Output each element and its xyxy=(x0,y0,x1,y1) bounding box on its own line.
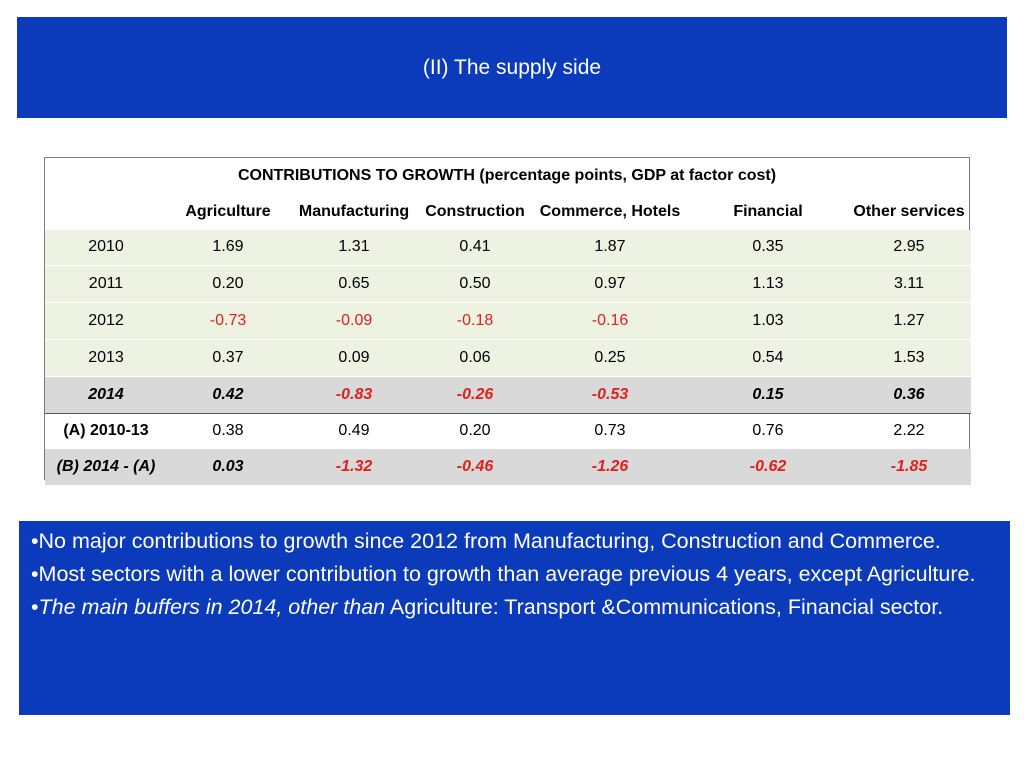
column-header: Other services xyxy=(853,202,965,220)
table-cell: 1.53 xyxy=(847,339,971,377)
row-label: 2013 xyxy=(45,339,167,377)
table-cell: -1.85 xyxy=(847,449,971,486)
bullet-text: Most sectors with a lower contribution t… xyxy=(38,562,976,586)
table-cell: 0.20 xyxy=(459,422,491,440)
growth-table-container: CONTRIBUTIONS TO GROWTH (percentage poin… xyxy=(44,157,971,486)
table-cell: -1.26 xyxy=(531,449,689,486)
table-row: 2010 1.69 1.31 0.41 1.87 0.35 2.95 xyxy=(45,229,971,267)
row-label: (B) 2014 - (A) xyxy=(45,449,167,486)
column-header: Financial xyxy=(733,202,803,220)
table-cell: 2.95 xyxy=(847,229,971,267)
bullet-item: •No major contributions to growth since … xyxy=(31,529,941,553)
bullet-text: Agriculture: Transport &Communications, … xyxy=(385,595,944,619)
table-cell: -0.83 xyxy=(289,376,419,414)
table-cell: 0.65 xyxy=(289,265,419,304)
table-cell: 0.25 xyxy=(531,339,689,377)
table-cell: 0.09 xyxy=(289,339,419,377)
table-cell: -0.26 xyxy=(419,376,531,414)
table-cell: 0.97 xyxy=(531,265,689,304)
table-row-difference: (B) 2014 - (A) 0.03 -1.32 -0.46 -1.26 -0… xyxy=(45,449,971,486)
table-cell: 1.87 xyxy=(531,229,689,267)
table-header-row: Agriculture Manufacturing Construction C… xyxy=(45,194,971,230)
table-cell: 0.15 xyxy=(689,376,847,414)
table-cell: -0.16 xyxy=(531,302,689,340)
row-label: 2011 xyxy=(45,265,167,304)
row-label: (A) 2010-13 xyxy=(63,422,149,440)
table-cell: 3.11 xyxy=(847,265,971,304)
table-cell: 0.35 xyxy=(689,229,847,267)
slide-title: (II) The supply side xyxy=(422,55,602,79)
table-cell: 0.42 xyxy=(167,376,289,414)
table-cell: 0.06 xyxy=(419,339,531,377)
growth-table: CONTRIBUTIONS TO GROWTH (percentage poin… xyxy=(45,158,971,486)
table-cell: -0.46 xyxy=(419,449,531,486)
row-label: 2012 xyxy=(45,302,167,340)
table-cell: 0.36 xyxy=(847,376,971,414)
table-cell: 2.22 xyxy=(893,422,925,440)
column-header: Agriculture xyxy=(185,202,271,220)
table-cell: 0.41 xyxy=(419,229,531,267)
table-cell: 0.03 xyxy=(167,449,289,486)
table-cell: 0.54 xyxy=(689,339,847,377)
bullet-item: •Most sectors with a lower contribution … xyxy=(31,562,976,586)
title-banner: (II) The supply side xyxy=(17,17,1007,118)
table-cell: 0.76 xyxy=(752,422,784,440)
bullet-item: •The main buffers in 2014, other than Ag… xyxy=(31,595,944,619)
table-cell: -0.09 xyxy=(289,302,419,340)
table-cell: -0.62 xyxy=(689,449,847,486)
table-cell: -1.32 xyxy=(289,449,419,486)
table-cell: 1.31 xyxy=(289,229,419,267)
table-cell: 0.38 xyxy=(212,422,244,440)
table-cell: 0.37 xyxy=(167,339,289,377)
row-label: 2010 xyxy=(45,229,167,267)
table-cell: 0.50 xyxy=(419,265,531,304)
column-header: Commerce, Hotels xyxy=(539,202,681,220)
table-row: 2011 0.20 0.65 0.50 0.97 1.13 3.11 xyxy=(45,265,971,304)
bullet-box: •No major contributions to growth since … xyxy=(19,521,1010,715)
table-row: 2013 0.37 0.09 0.06 0.25 0.54 1.53 xyxy=(45,339,971,377)
table-cell: 1.13 xyxy=(689,265,847,304)
table-row-average: (A) 2010-13 0.38 0.49 0.20 0.73 0.76 2.2… xyxy=(45,413,971,449)
bullet-text-italic: The main buffers in 2014, other than xyxy=(38,595,386,619)
bullet-text: No major contributions to growth since 2… xyxy=(38,529,941,553)
table-cell: -0.18 xyxy=(419,302,531,340)
column-header: Manufacturing xyxy=(298,202,410,220)
table-row: 2012 -0.73 -0.09 -0.18 -0.16 1.03 1.27 xyxy=(45,302,971,340)
table-cell: 1.69 xyxy=(167,229,289,267)
row-label: 2014 xyxy=(45,376,167,414)
table-cell: 1.03 xyxy=(689,302,847,340)
table-cell: 1.27 xyxy=(847,302,971,340)
column-header: Construction xyxy=(425,202,525,220)
table-cell: 0.73 xyxy=(594,422,626,440)
table-cell: -0.73 xyxy=(167,302,289,340)
table-cell: -0.53 xyxy=(531,376,689,414)
table-row-highlight: 2014 0.42 -0.83 -0.26 -0.53 0.15 0.36 xyxy=(45,376,971,414)
table-caption: CONTRIBUTIONS TO GROWTH (percentage poin… xyxy=(237,166,777,184)
table-cell: 0.20 xyxy=(167,265,289,304)
table-cell: 0.49 xyxy=(338,422,370,440)
